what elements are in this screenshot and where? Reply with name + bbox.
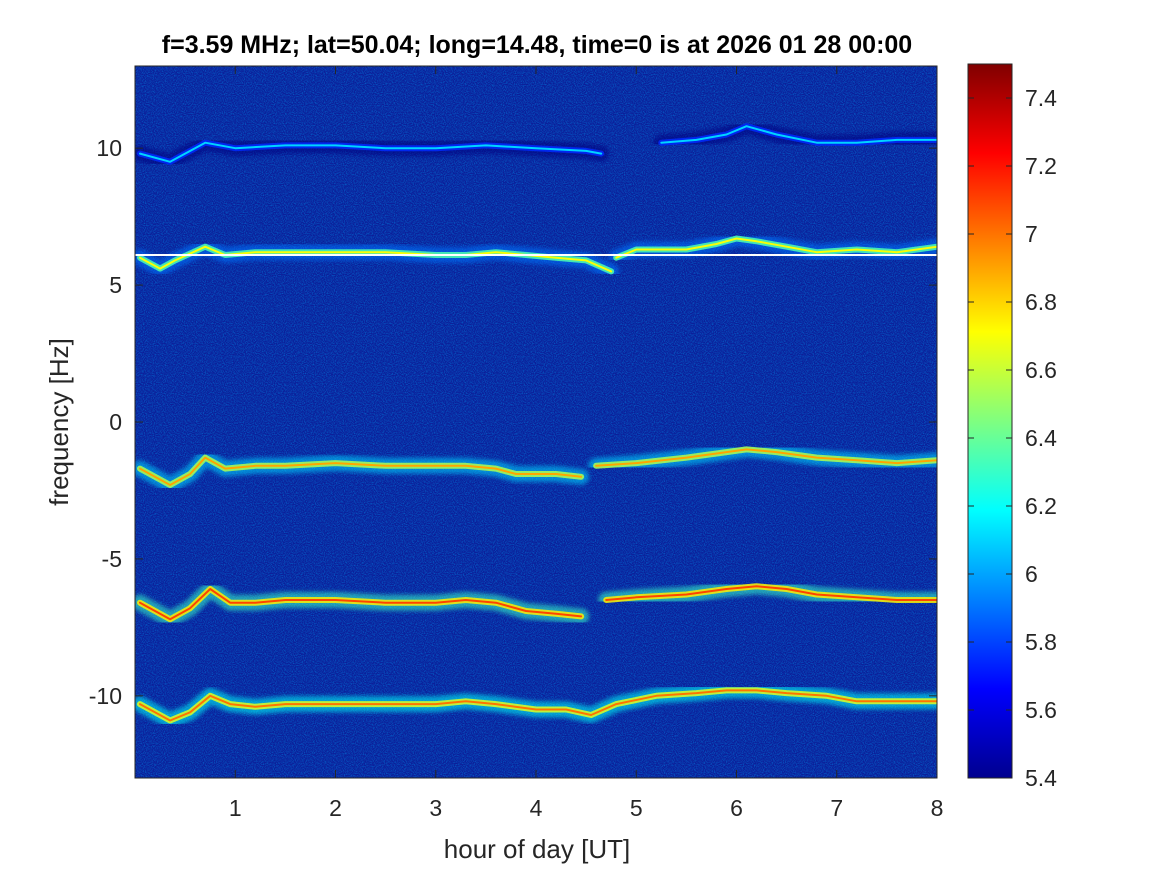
colorbar-tick-label: 5.8: [1025, 629, 1057, 655]
colorbar-tick-label: 6.6: [1025, 357, 1057, 383]
x-tick-label: 1: [229, 795, 242, 821]
trace-core-1-0: [139, 245, 613, 273]
trace-core-3-1: [605, 585, 937, 601]
plot-area: [134, 65, 938, 779]
trace-core-0-1: [660, 125, 937, 144]
y-tick-label: 5: [109, 272, 122, 298]
colorbar-tick-label: 6: [1025, 561, 1038, 587]
trace-core-1-1: [615, 237, 937, 259]
x-tick-label: 6: [730, 795, 743, 821]
colorbar-tick-label: 5.6: [1025, 697, 1057, 723]
trace-core-0-0: [139, 141, 603, 163]
colorbar-tick-label: 6.4: [1025, 425, 1057, 451]
y-axis-label: frequency [Hz]: [44, 338, 74, 506]
x-axis-label: hour of day [UT]: [444, 834, 630, 864]
y-tick-label: -10: [89, 683, 122, 709]
x-axis-ticks: 1 2 3 4 5 6 7 8: [229, 66, 944, 821]
background-noise: [135, 66, 937, 778]
y-tick-label: 10: [96, 135, 122, 161]
colorbar-tick-label: 5.4: [1025, 765, 1057, 791]
x-tick-label: 8: [931, 795, 944, 821]
colorbar: 7.4 7.2 7 6.8 6.6 6.4 6.2 6 5.8 5.6 5.4: [967, 63, 1057, 791]
trace-core-2-1: [595, 448, 937, 467]
colorbar-tick-label: 7.2: [1025, 153, 1057, 179]
trace-core-4-0: [139, 689, 937, 722]
y-tick-label: 0: [109, 409, 122, 435]
trace-core-2-0: [139, 456, 583, 486]
chart-title: f=3.59 MHz; lat=50.04; long=14.48, time=…: [162, 31, 912, 59]
colorbar-gradient: [968, 64, 1012, 778]
colorbar-tick-label: 7: [1025, 221, 1038, 247]
x-tick-label: 5: [630, 795, 643, 821]
colorbar-frame: [967, 63, 1013, 779]
colorbar-tick-label: 6.8: [1025, 289, 1057, 315]
trace-core-3-0: [139, 588, 583, 621]
colorbar-ticks: 7.4 7.2 7 6.8 6.6 6.4 6.2 6 5.8 5.6 5.4: [968, 85, 1057, 791]
y-tick-label: -5: [102, 546, 122, 572]
y-axis-ticks: 10 5 0 -5 -10: [89, 135, 937, 709]
x-tick-label: 3: [429, 795, 442, 821]
colorbar-tick-label: 6.2: [1025, 493, 1057, 519]
x-tick-label: 2: [329, 795, 342, 821]
x-tick-label: 7: [830, 795, 843, 821]
x-tick-label: 4: [530, 795, 543, 821]
colorbar-tick-label: 7.4: [1025, 85, 1057, 111]
spectral-traces: [135, 118, 937, 729]
